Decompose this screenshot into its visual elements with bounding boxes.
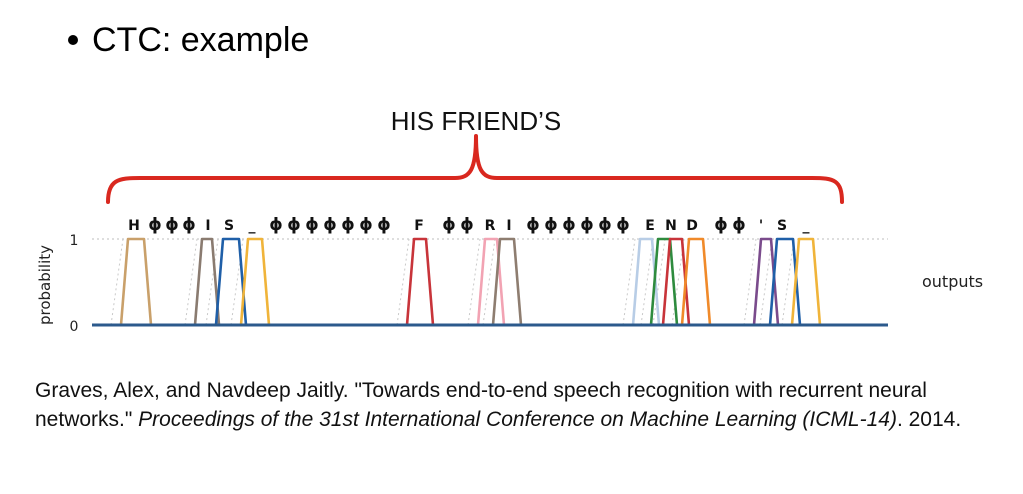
peak-curve	[491, 237, 523, 326]
token-label: _	[249, 218, 256, 234]
token-label: ϕ	[544, 215, 558, 235]
token-label: _	[803, 218, 810, 234]
token-label: ϕ	[148, 215, 162, 235]
token-label: I	[506, 218, 511, 234]
token-label: ϕ	[341, 215, 355, 235]
token-label: ϕ	[598, 215, 612, 235]
peak-curve	[239, 237, 271, 326]
token-label: S	[224, 218, 234, 234]
token-label: D	[686, 218, 698, 234]
token-label: S	[777, 218, 787, 234]
outputs-label: outputs	[922, 272, 983, 291]
bullet-text: CTC: example	[92, 21, 310, 59]
peak-curve	[476, 237, 506, 326]
peak-curve	[119, 237, 153, 326]
slide-bullet: CTC: example	[68, 18, 309, 62]
token-label: ϕ	[305, 215, 319, 235]
token-label: I	[205, 218, 210, 234]
citation-venue: Proceedings of the 31st International Co…	[138, 408, 897, 431]
token-label: ϕ	[526, 215, 540, 235]
y-tick-0: 0	[70, 319, 79, 335]
token-label: ϕ	[442, 215, 456, 235]
token-label: ϕ	[616, 215, 630, 235]
token-label: H	[128, 218, 140, 234]
token-label: R	[485, 218, 496, 234]
output-peaks	[119, 237, 822, 326]
brace-label: HIS FRIEND’S	[391, 106, 561, 136]
peak-curve	[680, 237, 712, 326]
citation-year: . 2014.	[896, 408, 962, 431]
peak-curve	[214, 237, 248, 326]
citation-authors-title: Graves, Alex, and Navdeep Jaitly. "Towar…	[35, 379, 927, 431]
citation: Graves, Alex, and Navdeep Jaitly. "Towar…	[35, 376, 1015, 434]
peak-curve	[790, 237, 822, 326]
brace-icon	[106, 134, 844, 204]
token-label: F	[414, 218, 424, 234]
token-label: N	[665, 218, 677, 234]
token-label: ϕ	[165, 215, 179, 235]
token-label: E	[645, 218, 655, 234]
token-label: ϕ	[323, 215, 337, 235]
token-label: '	[759, 218, 763, 234]
token-label: ϕ	[714, 215, 728, 235]
bullet-dot-icon	[68, 35, 78, 45]
token-label: ϕ	[562, 215, 576, 235]
token-label: ϕ	[580, 215, 594, 235]
peak-curve	[193, 237, 221, 326]
peak-curve	[649, 237, 679, 326]
token-label: ϕ	[269, 215, 283, 235]
token-label: ϕ	[460, 215, 474, 235]
token-label: ϕ	[182, 215, 196, 235]
token-label: ϕ	[359, 215, 373, 235]
token-label: ϕ	[377, 215, 391, 235]
token-label: ϕ	[732, 215, 746, 235]
token-label: ϕ	[287, 215, 301, 235]
y-tick-1: 1	[70, 233, 79, 249]
y-axis-label: probability	[36, 245, 54, 325]
peak-curve	[405, 237, 435, 326]
